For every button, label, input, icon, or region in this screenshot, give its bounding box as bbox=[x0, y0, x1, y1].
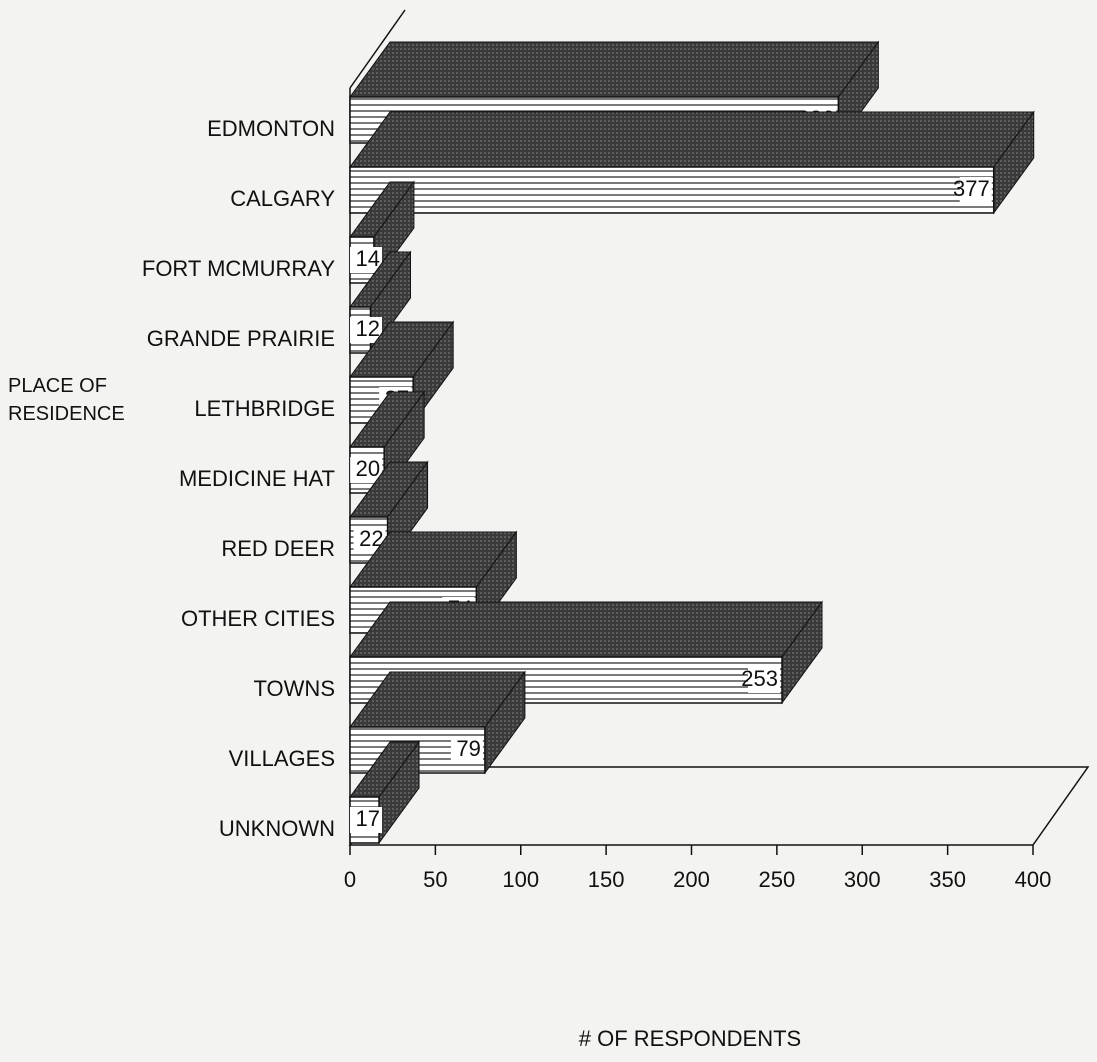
value-label-box bbox=[747, 667, 780, 693]
x-tick-label: 150 bbox=[588, 867, 625, 892]
y-tick-label: GRANDE PRAIRIE bbox=[147, 326, 335, 351]
bar-top bbox=[349, 601, 823, 658]
x-tick-label: 350 bbox=[929, 867, 966, 892]
y-axis-label: PLACE OF RESIDENCE bbox=[8, 375, 125, 425]
value-label-box bbox=[350, 807, 382, 833]
x-tick-label: 100 bbox=[502, 867, 539, 892]
value-label-box bbox=[350, 457, 383, 483]
wall-edge bbox=[349, 9, 406, 89]
value-label: 20 bbox=[356, 456, 380, 481]
value-label: 377 bbox=[953, 176, 990, 201]
bar-top bbox=[349, 111, 1035, 168]
y-tick-label: CALGARY bbox=[230, 186, 335, 211]
y-tick-label: VILLAGES bbox=[229, 746, 335, 771]
value-label-box bbox=[959, 177, 992, 203]
value-label: 253 bbox=[741, 666, 778, 691]
value-label: 79 bbox=[456, 736, 480, 761]
y-tick-label: FORT MCMURRAY bbox=[142, 256, 335, 281]
bar-top bbox=[349, 41, 880, 98]
x-tick-label: 200 bbox=[673, 867, 710, 892]
y-tick-label: TOWNS bbox=[254, 676, 335, 701]
x-tick-label: 50 bbox=[423, 867, 447, 892]
y-tick-label: MEDICINE HAT bbox=[179, 466, 335, 491]
value-label: 17 bbox=[356, 806, 380, 831]
x-tick-label: 0 bbox=[344, 867, 356, 892]
x-tick-label: 400 bbox=[1015, 867, 1052, 892]
floor bbox=[348, 766, 1090, 846]
value-label: 14 bbox=[356, 246, 380, 271]
value-label-box bbox=[350, 317, 382, 343]
y-tick-label: RED DEER bbox=[221, 536, 335, 561]
value-label-box bbox=[450, 737, 483, 763]
value-label: 12 bbox=[356, 316, 380, 341]
bar bbox=[349, 166, 995, 214]
x-tick-label: 250 bbox=[759, 867, 796, 892]
y-tick-label: LETHBRIDGE bbox=[194, 396, 335, 421]
y-tick-label: EDMONTON bbox=[207, 116, 335, 141]
y-tick-label: OTHER CITIES bbox=[181, 606, 335, 631]
value-label-box bbox=[350, 247, 382, 273]
y-tick-label: UNKNOWN bbox=[219, 816, 335, 841]
x-axis-label: # OF RESPONDENTS bbox=[579, 1026, 801, 1051]
x-tick-label: 300 bbox=[844, 867, 881, 892]
